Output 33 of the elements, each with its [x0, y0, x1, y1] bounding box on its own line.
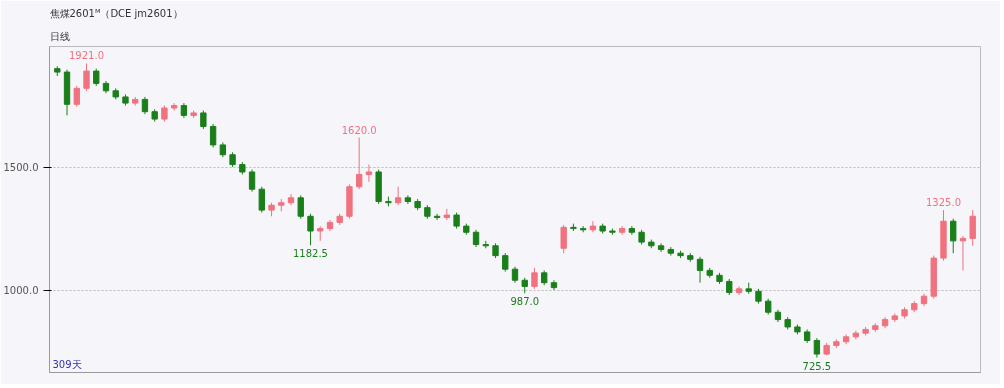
- candlestick: [83, 62, 90, 92]
- candlestick: [950, 218, 957, 254]
- y-tick-label: 1500.0: [3, 162, 39, 174]
- candlestick: [209, 123, 217, 148]
- annotation: 1620.0: [341, 124, 377, 136]
- candlestick: [813, 337, 821, 359]
- candlestick: [969, 209, 976, 247]
- candlestick: [287, 193, 295, 206]
- chart-title: 焦煤2601ᴹ（DCE jm2601）: [49, 7, 183, 19]
- candlestick: [560, 224, 567, 254]
- annotation: 1182.5: [293, 248, 328, 260]
- chart-subtitle: 日线: [49, 30, 70, 42]
- candlestick: [394, 186, 402, 206]
- y-tick-label: 1000.0: [3, 285, 39, 297]
- candlestick: [502, 252, 509, 273]
- candlestick: [297, 194, 304, 220]
- candlestick: [307, 213, 314, 246]
- candlestick: [248, 169, 256, 193]
- annotation: 1325.0: [926, 197, 961, 209]
- candlestick: [200, 109, 207, 130]
- annotation: 309天: [52, 358, 82, 370]
- candlestick: [365, 164, 373, 183]
- candlestick: [258, 186, 265, 214]
- candlestick: [959, 235, 967, 271]
- annotation: 987.0: [510, 296, 540, 308]
- candlestick: [356, 137, 363, 190]
- candlestick: [531, 267, 538, 290]
- candlestick: [696, 256, 704, 284]
- annotation: 1921.0: [69, 50, 105, 62]
- annotation: 725.5: [802, 360, 832, 372]
- candlestick: [73, 85, 80, 108]
- candlestick: [433, 213, 441, 221]
- candlestick: [589, 220, 597, 233]
